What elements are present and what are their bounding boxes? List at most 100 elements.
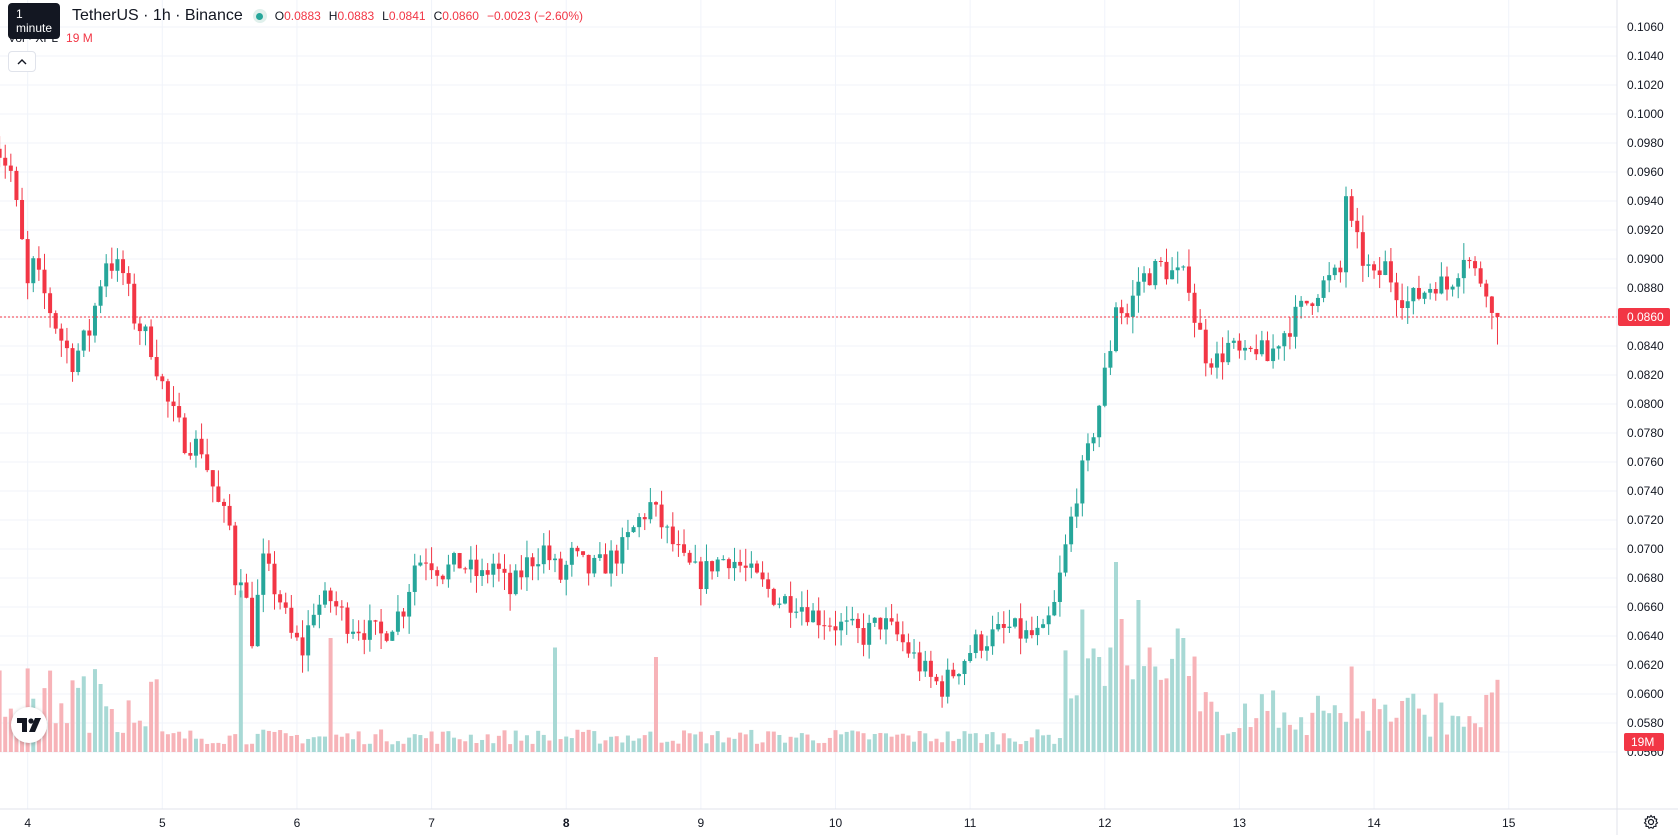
candle — [1007, 609, 1012, 633]
tradingview-logo-icon[interactable] — [11, 707, 47, 743]
candle — [328, 587, 333, 613]
candle — [362, 619, 367, 655]
collapse-legend-button[interactable] — [8, 51, 36, 72]
candle-body — [827, 625, 832, 627]
price-axis[interactable]: 0.1060 0.1040 0.1020 0.1000 0.0980 0.0960 0.09… — [1627, 20, 1664, 759]
candle — [844, 606, 849, 635]
volume-bar — [883, 733, 888, 752]
candle-body — [1332, 267, 1337, 276]
volume-bar — [996, 744, 1001, 752]
candle-body — [1097, 405, 1102, 438]
candle — [749, 551, 754, 579]
time-axis[interactable]: 4 5 6 7 8 9 10 11 12 13 14 15 — [24, 816, 1515, 830]
volume-bar — [491, 743, 496, 752]
settings-icon[interactable] — [1640, 811, 1662, 833]
candle — [827, 617, 832, 632]
volume-bar — [783, 742, 788, 752]
candle — [900, 621, 905, 652]
volume-bar — [1029, 737, 1034, 752]
candle — [149, 319, 154, 360]
candle-body — [1063, 544, 1068, 573]
candle — [1237, 333, 1242, 359]
volume-bar — [384, 741, 389, 752]
volume-bar — [1001, 733, 1006, 752]
volume-bar — [1478, 727, 1483, 752]
volume-bar — [143, 726, 148, 752]
candle — [1069, 506, 1074, 552]
candle — [1271, 334, 1276, 369]
candle-body — [463, 568, 468, 570]
candle-body — [1214, 353, 1219, 368]
volume-bar — [1321, 710, 1326, 752]
candle — [222, 498, 227, 523]
candle — [210, 470, 215, 503]
candle-body — [726, 559, 731, 569]
candle — [805, 589, 810, 626]
candle-body — [519, 570, 524, 578]
candle-body — [328, 590, 333, 602]
volume-bar — [1315, 695, 1320, 752]
candle — [1057, 555, 1062, 617]
candle — [1332, 264, 1337, 280]
candle-body — [3, 157, 8, 166]
candle-body — [423, 562, 428, 564]
volume-bar — [928, 741, 933, 752]
time-tick-label: 15 — [1502, 816, 1516, 830]
candle — [53, 310, 58, 334]
volume-bar — [278, 730, 283, 752]
grid-lines — [0, 0, 1617, 809]
candle — [8, 153, 13, 182]
candle-body — [569, 547, 574, 565]
candle-body — [1192, 292, 1197, 323]
candle-body — [474, 559, 479, 577]
candle — [631, 525, 636, 533]
candle-body — [575, 547, 580, 552]
candle-body — [452, 553, 457, 565]
volume-bar — [171, 733, 176, 752]
volume-bar — [1153, 666, 1158, 752]
candle — [1142, 266, 1147, 293]
candle-body — [783, 596, 788, 604]
candle-body — [1220, 353, 1225, 363]
volume-bar — [687, 733, 692, 752]
candle-body — [1433, 288, 1438, 294]
symbol-title[interactable]: TetherUS · 1h · Binance — [72, 7, 243, 24]
candle-body — [1315, 297, 1320, 306]
candle-body — [822, 625, 827, 627]
volume-bar — [1069, 698, 1074, 752]
volume-bar — [463, 741, 468, 752]
candle — [519, 555, 524, 590]
candle — [1377, 257, 1382, 289]
candle — [1456, 273, 1461, 299]
candle-body — [1125, 313, 1130, 317]
candle — [485, 563, 490, 584]
candle — [491, 553, 496, 588]
candle-body — [272, 563, 277, 595]
candle-body — [339, 606, 344, 608]
candle — [906, 633, 911, 658]
candle-body — [928, 660, 933, 677]
volume-bar — [328, 638, 333, 752]
volume-bar — [508, 744, 513, 752]
candle-body — [1024, 630, 1029, 639]
volume-bar — [322, 736, 327, 752]
candle — [1327, 262, 1332, 293]
candle-body — [395, 611, 400, 632]
candle — [569, 541, 574, 577]
candle-body — [923, 660, 928, 672]
candle — [1158, 257, 1163, 267]
volume-bar — [351, 739, 356, 752]
candle — [1310, 302, 1315, 315]
candle-body — [1484, 283, 1489, 297]
market-status-icon[interactable] — [252, 9, 267, 23]
price-tick-label: 0.0640 — [1627, 629, 1664, 643]
price-change: −0.0023 (−2.60%) — [486, 9, 584, 23]
candle — [76, 343, 81, 376]
volume-bar — [1484, 694, 1489, 752]
volume-bar — [597, 743, 602, 752]
volume-bar — [379, 729, 384, 752]
time-tick-label: 12 — [1098, 816, 1112, 830]
candle-body — [300, 637, 305, 656]
volume-bar — [1372, 698, 1377, 752]
